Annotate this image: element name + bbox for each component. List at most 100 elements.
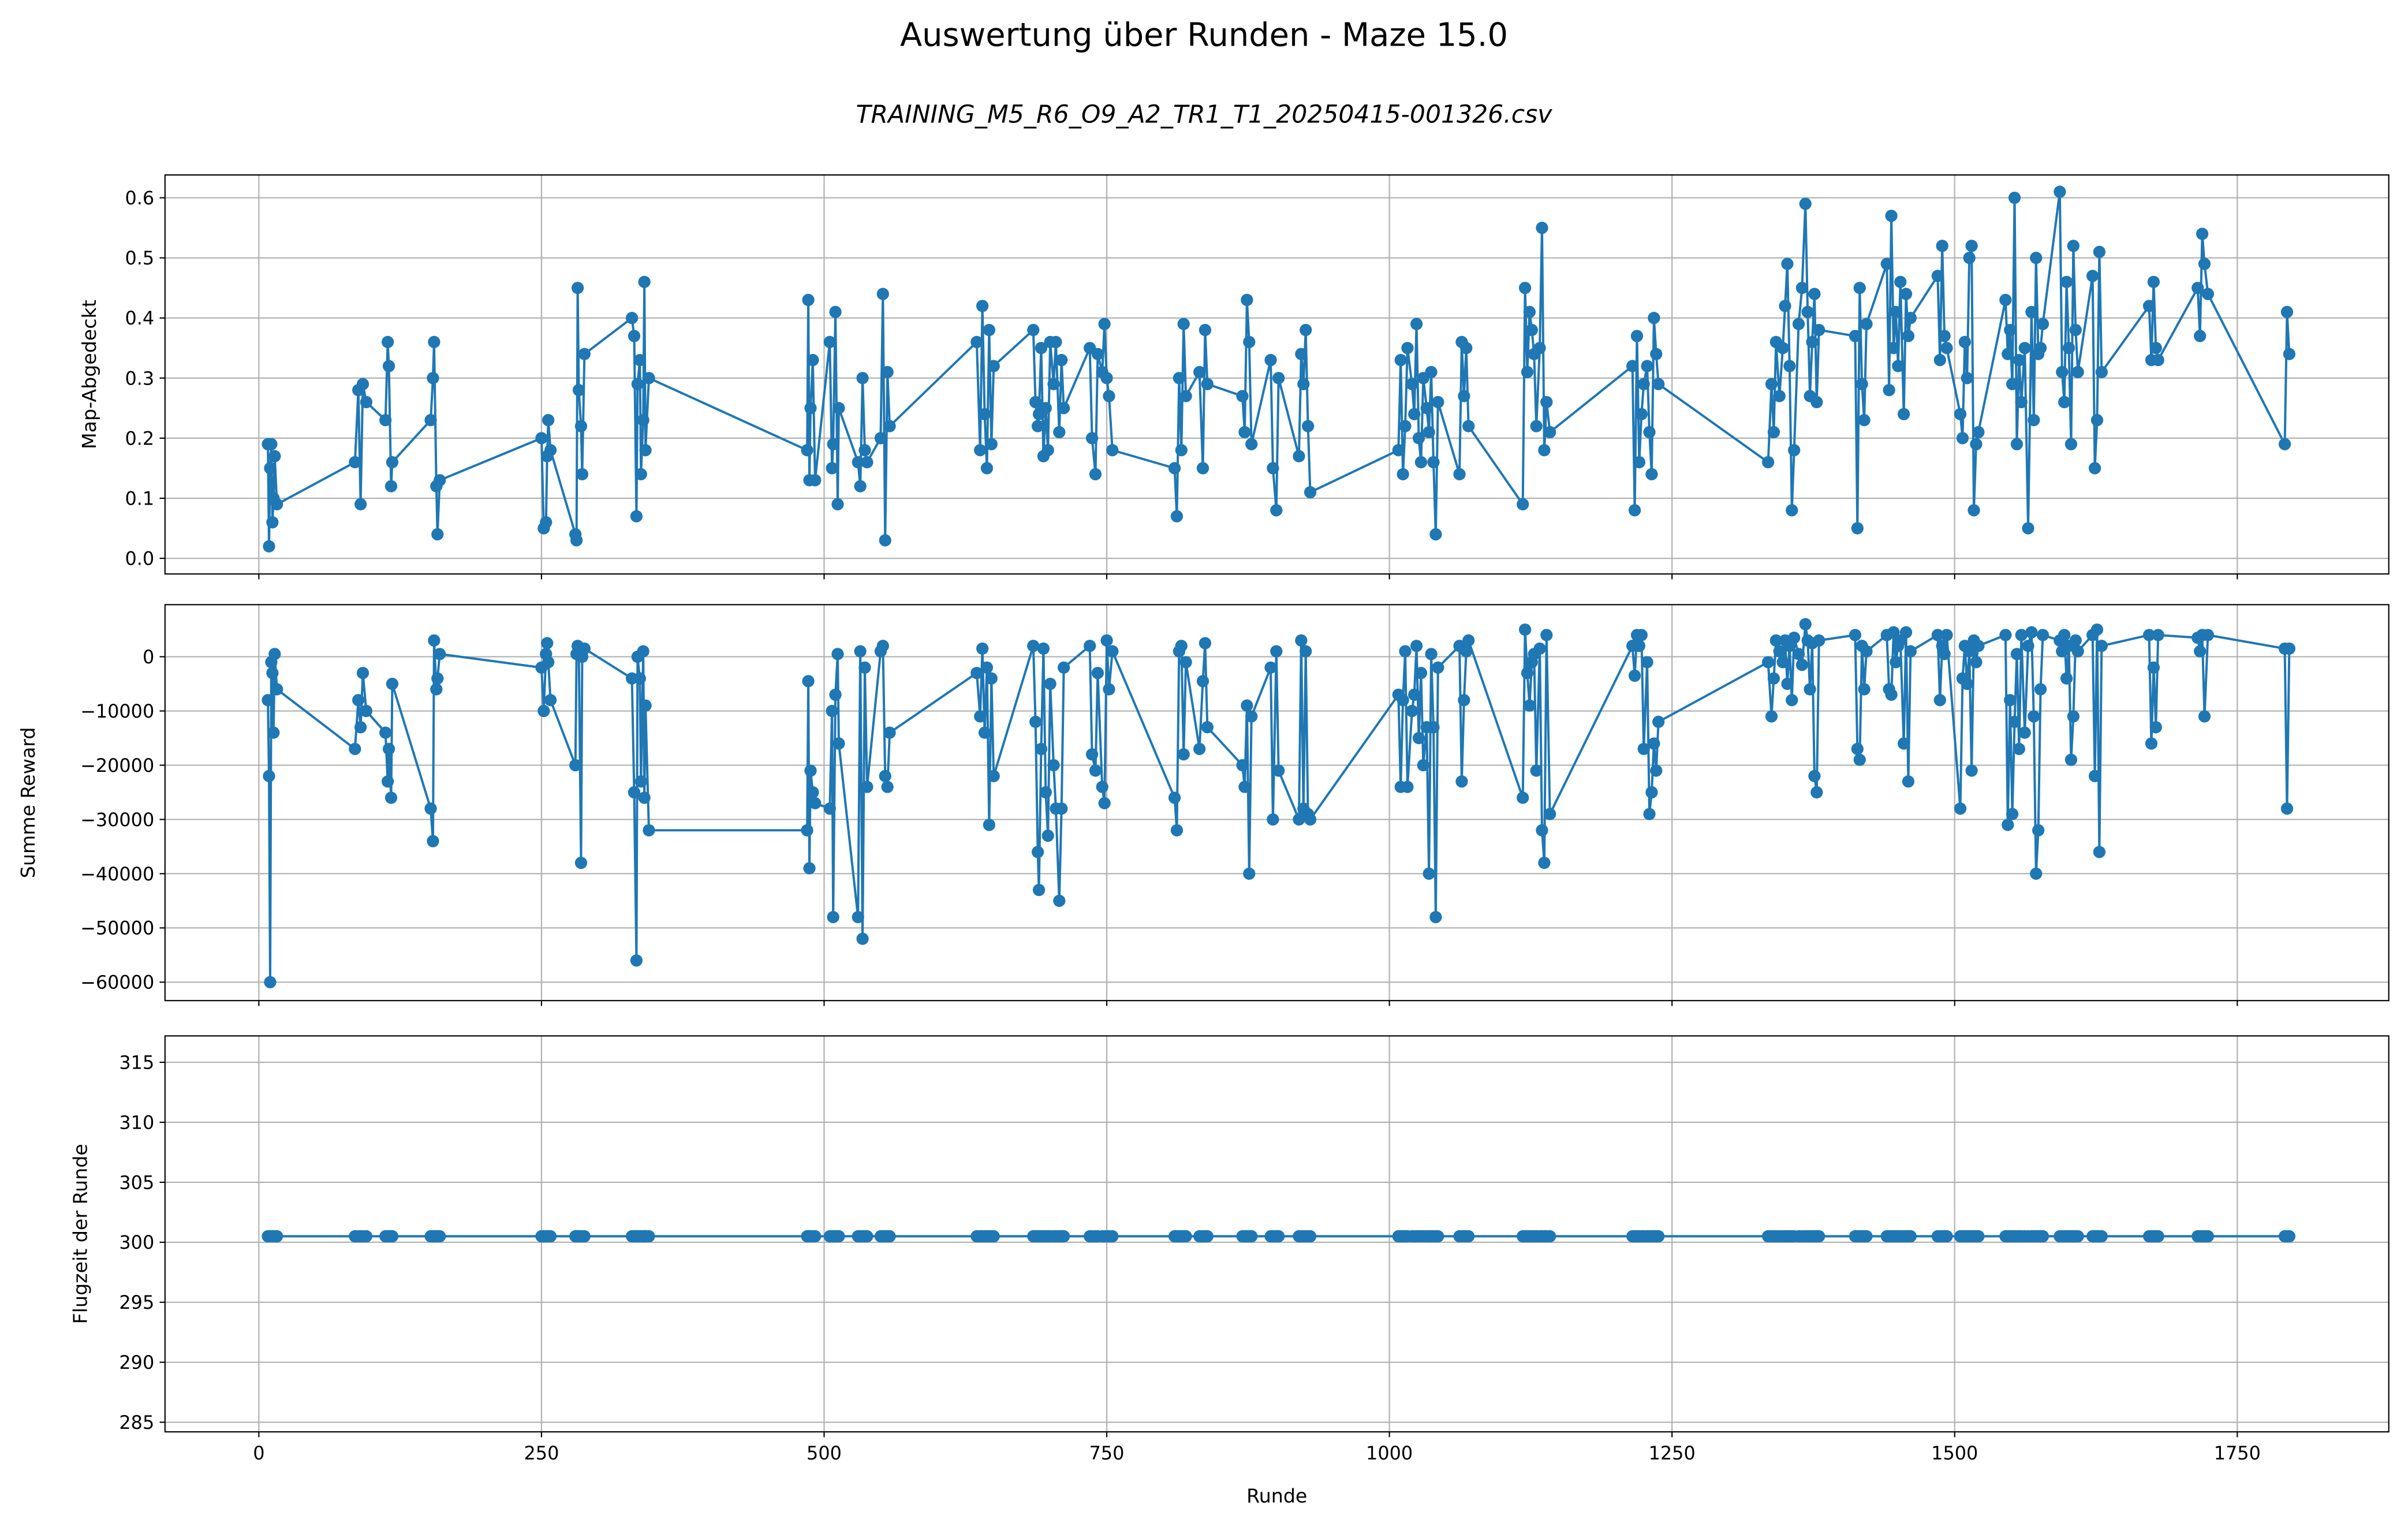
data-point: [1201, 1230, 1214, 1243]
data-point: [1103, 683, 1115, 696]
data-point: [1530, 764, 1543, 777]
data-point: [985, 672, 998, 685]
data-point: [1295, 634, 1308, 647]
plot-area: [262, 618, 2296, 988]
data-point: [1417, 759, 1429, 772]
data-point: [1100, 372, 1113, 384]
data-point: [535, 432, 548, 445]
data-point: [801, 824, 813, 837]
y-tick-label: 295: [119, 1291, 154, 1313]
data-point: [1238, 425, 1251, 439]
data-point: [1767, 425, 1780, 439]
data-point: [1938, 648, 1951, 660]
data-point: [1633, 456, 1646, 469]
data-point: [1904, 645, 1917, 658]
data-point: [1272, 1230, 1285, 1243]
data-point: [2056, 365, 2069, 379]
data-point: [2152, 629, 2164, 641]
data-point: [1860, 318, 1873, 330]
data-point: [1961, 372, 1973, 384]
data-point: [2201, 288, 2215, 300]
data-point: [1938, 330, 1951, 342]
data-point: [1540, 629, 1553, 641]
data-point: [1641, 656, 1653, 669]
data-point: [1399, 645, 1412, 658]
data-point: [1538, 856, 1551, 869]
data-point: [2032, 824, 2045, 837]
data-point: [1410, 318, 1423, 330]
data-point: [970, 335, 983, 349]
data-point: [1904, 1230, 1917, 1243]
data-point: [2147, 275, 2160, 288]
data-point: [1887, 342, 1900, 354]
data-point: [1630, 330, 1644, 342]
data-point: [987, 1230, 1000, 1243]
y-tick-label: 0.1: [125, 487, 155, 509]
data-point: [1999, 629, 2012, 641]
data-point: [1851, 742, 1864, 755]
data-point: [2086, 270, 2099, 282]
data-point: [1940, 1230, 1953, 1243]
data-point: [1462, 420, 1475, 432]
data-point: [571, 282, 584, 294]
data-point: [1890, 305, 1902, 319]
data-point: [540, 516, 552, 529]
data-point: [431, 528, 444, 541]
data-point: [1199, 637, 1212, 649]
x-tick-label: 250: [524, 1442, 559, 1464]
data-point: [1933, 354, 1946, 367]
data-point: [854, 645, 867, 658]
data-point: [2149, 342, 2162, 354]
axes-frame: [164, 604, 2390, 1002]
y-tick-label: 0.5: [125, 247, 155, 269]
data-point: [858, 444, 871, 457]
data-point: [1894, 275, 1907, 288]
data-point: [1412, 731, 1425, 745]
data-point: [1786, 694, 1798, 707]
data-point: [2018, 726, 2031, 739]
data-point: [1890, 656, 1902, 669]
data-point: [1936, 240, 1948, 252]
data-point: [1897, 408, 1910, 420]
data-point: [1799, 618, 1812, 630]
data-point: [1432, 661, 1444, 674]
data-point: [827, 438, 839, 451]
data-point: [1035, 342, 1048, 354]
data-point: [1460, 342, 1473, 354]
data-point: [1961, 677, 1973, 690]
data-point: [1047, 378, 1060, 390]
y-tick-label: 285: [119, 1412, 154, 1433]
data-point: [1643, 425, 1656, 439]
data-point: [2192, 282, 2204, 294]
data-point: [1196, 675, 1209, 688]
data-point: [1098, 318, 1111, 330]
y-tick-label: −10000: [80, 700, 154, 722]
data-point: [1970, 656, 1983, 669]
data-point: [807, 354, 819, 367]
data-point: [832, 737, 845, 750]
axes-frame: [164, 174, 2390, 575]
data-point: [985, 438, 998, 451]
data-point: [634, 775, 647, 788]
data-point: [1029, 715, 1042, 728]
data-point: [2064, 438, 2078, 451]
data-point: [1085, 432, 1099, 445]
y-axis-label: Summe Reward: [17, 727, 39, 878]
data-point: [976, 300, 989, 312]
data-point: [1304, 486, 1317, 499]
data-point: [1029, 395, 1042, 409]
data-point: [2015, 395, 2028, 409]
data-point: [1243, 867, 1256, 880]
data-point: [2067, 710, 2080, 723]
data-point: [1860, 645, 1873, 658]
data-point: [643, 1230, 655, 1243]
x-tick-label: 1500: [1931, 1442, 1978, 1464]
data-point: [424, 414, 437, 427]
data-point: [1462, 1230, 1475, 1243]
data-point: [578, 642, 591, 655]
data-point: [1645, 786, 1658, 799]
data-point: [1902, 330, 1915, 342]
data-point: [434, 474, 446, 487]
y-tick-label: 0.6: [125, 187, 155, 209]
data-point: [2022, 640, 2034, 652]
